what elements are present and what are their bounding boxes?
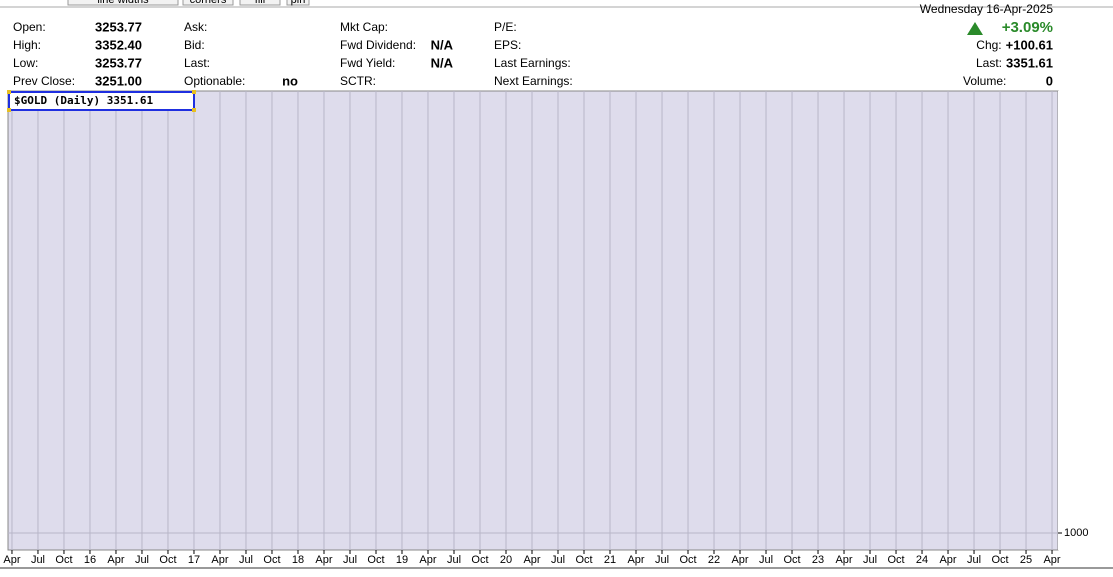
field-value: 0 bbox=[1046, 73, 1053, 88]
x-tick-label: Oct bbox=[263, 554, 280, 566]
field-value: 3251.00 bbox=[95, 73, 142, 88]
x-tick-label: Jul bbox=[135, 554, 149, 566]
x-tick-label: Oct bbox=[783, 554, 800, 566]
field-label: Last: bbox=[976, 56, 1002, 70]
x-tick-label: Apr bbox=[211, 554, 228, 566]
x-tick-label: Apr bbox=[835, 554, 852, 566]
x-tick-label: 16 bbox=[84, 554, 96, 566]
field-value: 3253.77 bbox=[95, 55, 142, 70]
x-tick-label: Apr bbox=[627, 554, 644, 566]
x-tick-label: Jul bbox=[551, 554, 565, 566]
x-tick-label: Apr bbox=[1043, 554, 1060, 566]
field-value: N/A bbox=[431, 55, 454, 70]
field-label: Last: bbox=[184, 56, 210, 70]
field-label: Prev Close: bbox=[13, 74, 75, 88]
x-tick-label: Apr bbox=[107, 554, 124, 566]
field-value: 3351.61 bbox=[1006, 55, 1053, 70]
field-label: Mkt Cap: bbox=[340, 20, 388, 34]
x-tick-label: Apr bbox=[3, 554, 20, 566]
field-label: P/E: bbox=[494, 20, 517, 34]
legend-handle bbox=[192, 90, 196, 94]
field-label: Fwd Dividend: bbox=[340, 38, 416, 52]
y-axis-area bbox=[1058, 91, 1113, 550]
legend-handle bbox=[7, 90, 11, 94]
x-tick-label: 19 bbox=[396, 554, 408, 566]
toolbar-label: corners bbox=[190, 0, 227, 6]
date: Wednesday 16-Apr-2025 bbox=[920, 2, 1054, 16]
x-tick-label: Jul bbox=[655, 554, 669, 566]
x-tick-label: Jul bbox=[863, 554, 877, 566]
legend-handle bbox=[192, 108, 196, 112]
field-label: SCTR: bbox=[340, 74, 376, 88]
x-tick-label: Oct bbox=[679, 554, 696, 566]
x-tick-label: Apr bbox=[939, 554, 956, 566]
x-tick-label: 24 bbox=[916, 554, 928, 566]
x-tick-label: Oct bbox=[55, 554, 72, 566]
field-value: 3352.40 bbox=[95, 37, 142, 52]
x-tick-label: 22 bbox=[708, 554, 720, 566]
x-tick-label: Apr bbox=[419, 554, 436, 566]
x-tick-label: 21 bbox=[604, 554, 616, 566]
x-tick-label: Jul bbox=[759, 554, 773, 566]
x-tick-label: Oct bbox=[159, 554, 176, 566]
change-pct: +3.09% bbox=[1002, 19, 1053, 36]
field-label: Bid: bbox=[184, 38, 205, 52]
field-label: Volume: bbox=[963, 74, 1006, 88]
x-tick-label: 18 bbox=[292, 554, 304, 566]
x-tick-label: Oct bbox=[887, 554, 904, 566]
toolbar-button bbox=[182, 0, 234, 6]
field-label: Optionable: bbox=[184, 74, 245, 88]
field-label: Next Earnings: bbox=[494, 74, 573, 88]
toolbar-button bbox=[239, 0, 281, 6]
legend-label: $GOLD (Daily) 3351.61 bbox=[14, 94, 153, 107]
toolbar-label: fill bbox=[255, 0, 265, 6]
x-tick-label: Jul bbox=[967, 554, 981, 566]
x-tick-label: Oct bbox=[991, 554, 1008, 566]
field-label: Fwd Yield: bbox=[340, 56, 395, 70]
x-tick-label: 25 bbox=[1020, 554, 1032, 566]
x-tick-label: Jul bbox=[239, 554, 253, 566]
x-tick-label: 17 bbox=[188, 554, 200, 566]
toolbar-button bbox=[67, 0, 179, 6]
y-tick-label: 1000 bbox=[1064, 527, 1088, 539]
field-label: Open: bbox=[13, 20, 46, 34]
x-tick-label: Apr bbox=[523, 554, 540, 566]
up-arrow bbox=[967, 22, 983, 35]
x-tick-label: Oct bbox=[575, 554, 592, 566]
field-label: Last Earnings: bbox=[494, 56, 571, 70]
toolbar-label: pin bbox=[291, 0, 306, 6]
field-label: Low: bbox=[13, 56, 38, 70]
toolbar-label: line widths bbox=[97, 0, 149, 6]
field-value: +100.61 bbox=[1006, 37, 1053, 52]
x-tick-label: Oct bbox=[367, 554, 384, 566]
x-tick-label: Jul bbox=[343, 554, 357, 566]
x-tick-label: Jul bbox=[31, 554, 45, 566]
field-label: EPS: bbox=[494, 38, 521, 52]
x-tick-label: Jul bbox=[447, 554, 461, 566]
toolbar-button bbox=[286, 0, 310, 6]
legend-box bbox=[8, 91, 195, 111]
x-tick-label: Apr bbox=[315, 554, 332, 566]
field-label: Chg: bbox=[976, 38, 1001, 52]
x-tick-label: Oct bbox=[471, 554, 488, 566]
field-value: 3253.77 bbox=[95, 19, 142, 34]
field-label: Ask: bbox=[184, 20, 207, 34]
legend-handle bbox=[7, 108, 11, 112]
field-value: N/A bbox=[431, 37, 454, 52]
x-tick-label: 23 bbox=[812, 554, 824, 566]
field-value: no bbox=[282, 73, 298, 88]
x-tick-label: Apr bbox=[731, 554, 748, 566]
field-label: High: bbox=[13, 38, 41, 52]
x-tick-label: 20 bbox=[500, 554, 512, 566]
plot-area bbox=[7, 90, 1059, 551]
